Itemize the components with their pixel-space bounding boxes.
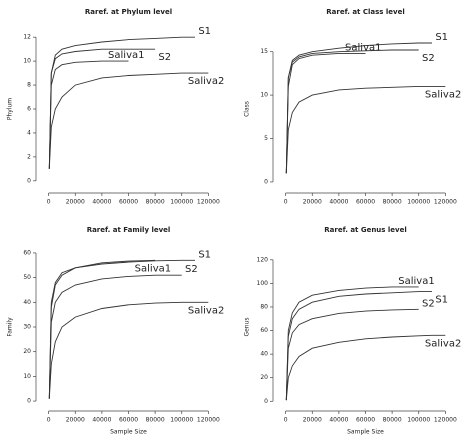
x-tick-label: 100000 [170,417,193,424]
series-label: S1 [198,249,211,260]
series-label: S2 [158,52,171,63]
y-tick-label: 12 [23,34,31,41]
x-tick-label: 40000 [92,417,111,424]
curve [285,49,419,174]
x-tick-label: 120000 [434,417,457,424]
curve [285,85,446,174]
x-tick-label: 40000 [92,199,111,206]
curve [48,274,182,399]
curve [48,259,156,399]
y-tick-label: 20 [260,374,268,381]
curve [48,60,129,169]
x-tick-label: 0 [284,417,288,424]
y-tick-label: 0 [264,398,268,405]
y-tick-label: 10 [260,92,268,99]
y-tick-label: 60 [260,327,268,334]
x-tick-label: 120000 [434,199,457,206]
series-label: Saliva1 [108,50,144,61]
y-tick-label: 50 [23,274,31,281]
x-tick-label: 120000 [197,199,220,206]
y-tick-label: 80 [260,303,268,310]
x-tick-label: 100000 [407,417,430,424]
x-tick-label: 100000 [407,199,430,206]
x-tick-label: 0 [284,199,288,206]
x-tick-label: 80000 [146,417,165,424]
x-tick-label: 60000 [356,417,375,424]
series-label: S1 [198,26,211,37]
x-tick-label: 60000 [356,199,375,206]
chart-title: Raref. at Genus level [324,226,407,234]
series-label: S2 [422,298,435,309]
y-tick-label: 0 [27,398,31,405]
y-tick-label: 0 [27,177,31,184]
x-tick-label: 120000 [197,417,220,424]
y-tick-label: 2 [27,153,31,160]
x-tick-label: 80000 [383,417,402,424]
y-axis-label: Class [244,101,251,117]
curve [48,259,195,399]
y-tick-label: 40 [260,351,268,358]
curve [48,301,209,399]
y-tick-label: 120 [257,256,269,263]
curve [285,42,432,174]
y-tick-label: 20 [23,348,31,355]
x-tick-label: 40000 [329,417,348,424]
x-tick-label: 60000 [119,199,138,206]
series-label: S2 [185,264,198,275]
y-axis-label: Phylum [7,98,14,120]
y-tick-label: 30 [23,324,31,331]
series-label: Saliva2 [425,338,461,349]
x-tick-label: 0 [47,417,51,424]
curve [285,334,446,401]
chart-title: Raref. at Family level [87,226,171,234]
curve [285,52,366,174]
y-tick-label: 60 [23,249,31,256]
series-label: Saliva2 [425,89,461,100]
y-tick-label: 10 [23,58,31,65]
curve [48,72,209,169]
curve [285,286,419,401]
chart-title: Raref. at Class level [326,8,404,16]
y-tick-label: 100 [257,280,269,287]
y-tick-label: 5 [264,135,268,142]
series-label: Saliva1 [398,276,434,287]
y-tick-label: 40 [23,299,31,306]
y-tick-label: 8 [27,82,31,89]
series-label: Saliva2 [188,305,224,316]
y-tick-label: 4 [27,129,31,136]
x-tick-label: 60000 [119,417,138,424]
x-tick-label: 100000 [170,199,193,206]
series-label: Saliva1 [345,42,381,53]
y-tick-label: 0 [264,178,268,185]
x-tick-label: 0 [47,199,51,206]
y-axis-label: Genus [244,317,251,336]
chart-title: Raref. at Phylum level [85,8,172,16]
y-tick-label: 6 [27,106,31,113]
series-label: Saliva2 [188,76,224,87]
curve [285,308,419,401]
curve [285,291,432,401]
y-tick-label: 10 [23,373,31,380]
x-axis-label: Sample Size [347,429,384,436]
series-label: S1 [435,295,448,306]
x-tick-label: 80000 [383,199,402,206]
x-tick-label: 20000 [66,199,85,206]
curve [48,36,195,169]
curve [48,48,156,169]
x-tick-label: 80000 [146,199,165,206]
series-label: Saliva1 [135,263,171,274]
x-tick-label: 20000 [303,417,322,424]
series-label: S2 [422,53,435,64]
y-tick-label: 15 [260,48,268,55]
y-axis-label: Family [7,317,14,337]
x-tick-label: 20000 [66,417,85,424]
x-tick-label: 20000 [303,199,322,206]
series-label: S1 [435,32,448,43]
x-tick-label: 40000 [329,199,348,206]
x-axis-label: Sample Size [110,429,147,436]
